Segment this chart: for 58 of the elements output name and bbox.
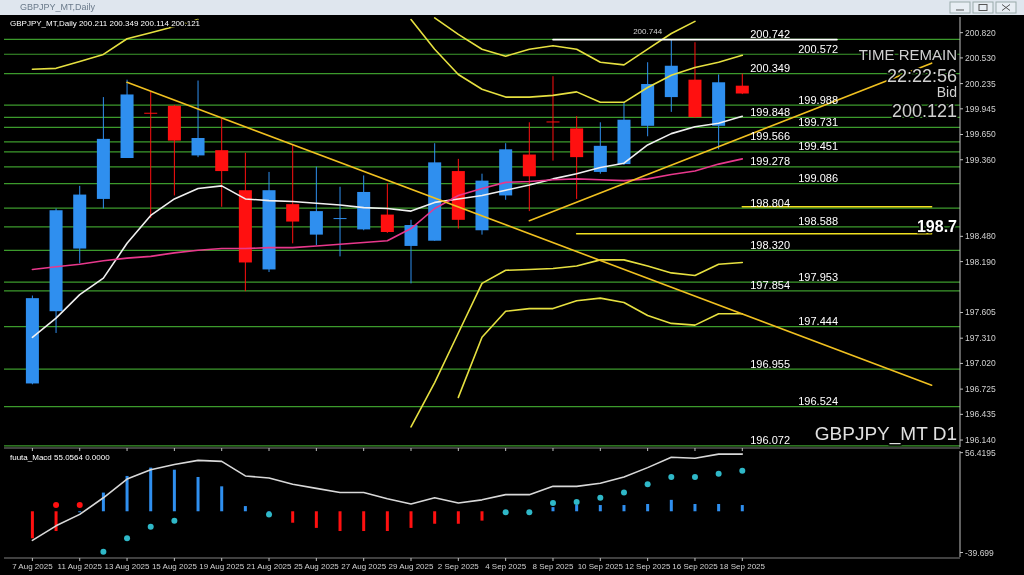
- x-tick-label: 16 Sep 2025: [672, 562, 719, 571]
- annotation: Bid: [936, 84, 957, 100]
- x-tick-label: 18 Sep 2025: [719, 562, 766, 571]
- annotation: 198.7: [916, 218, 958, 235]
- y-tick-label: 196.725: [965, 384, 996, 395]
- x-tick-label: 25 Aug 2025: [293, 562, 340, 571]
- x-tick-label: 29 Aug 2025: [388, 562, 435, 571]
- y-tick-label: 199.360: [965, 154, 996, 165]
- ref-line-label: 199.731: [798, 115, 838, 128]
- y-tick-label: 198.480: [965, 231, 996, 242]
- x-tick-label: 12 Sep 2025: [624, 562, 671, 571]
- chart-title: fuuta_Macd 55.0564 0.0000: [10, 453, 111, 462]
- x-tick-label: 13 Aug 2025: [104, 562, 151, 571]
- ref-line-label: 199.848: [750, 105, 790, 118]
- ref-line-label: 199.086: [798, 172, 838, 185]
- ref-line-label: 198.320: [750, 238, 790, 251]
- ref-line-label: 196.072: [750, 434, 790, 447]
- annotation: 200.121: [891, 101, 957, 121]
- y-tick-label: 197.310: [965, 333, 996, 344]
- ref-line-label: 198.588: [798, 215, 838, 228]
- text: GBPJPY_MT,Daily: [20, 2, 96, 12]
- y-tick-label: 196.140: [965, 435, 996, 446]
- ref-line-label: 196.524: [798, 395, 838, 408]
- annotation: 200.744: [633, 27, 663, 37]
- ref-line-label: 197.854: [750, 279, 790, 292]
- x-tick-label: 19 Aug 2025: [199, 562, 245, 571]
- x-tick-label: 2 Sep 2025: [437, 562, 480, 571]
- ref-line-label: 200.742: [750, 27, 790, 40]
- x-tick-label: 4 Sep 2025: [485, 562, 527, 571]
- ref-line-label: 199.451: [798, 140, 838, 153]
- y-tick-label: 199.650: [965, 129, 996, 140]
- annotation: GBPJPY_MT D1: [814, 423, 957, 445]
- y-tick-label: 196.435: [965, 409, 996, 420]
- ref-line-label: 199.566: [750, 130, 790, 143]
- ref-line-label: 200.349: [750, 62, 790, 75]
- y-tick-label: 199.945: [965, 103, 996, 114]
- y-tick-label: 200.235: [965, 78, 996, 89]
- x-tick-label: 8 Sep 2025: [532, 562, 574, 571]
- x-tick-label: 21 Aug 2025: [246, 562, 293, 571]
- x-tick-label: 27 Aug 2025: [341, 562, 387, 571]
- y-tick-label: 56.4195: [965, 447, 996, 458]
- x-tick-label: 15 Aug 2025: [151, 562, 198, 571]
- ref-line-label: 197.953: [798, 270, 838, 283]
- x-tick-label: 7 Aug 2025: [12, 562, 54, 571]
- y-tick-label: 197.605: [965, 307, 996, 318]
- y-tick-label: 200.820: [965, 27, 996, 38]
- y-tick-label: 198.190: [965, 256, 996, 267]
- y-tick-label: 200.530: [965, 52, 996, 63]
- ref-line-label: 196.955: [750, 357, 790, 370]
- x-tick-label: 10 Sep 2025: [577, 562, 624, 571]
- ref-line-label: 200.572: [798, 42, 838, 55]
- ref-line-label: 198.804: [750, 196, 790, 209]
- x-tick-label: 11 Aug 2025: [57, 562, 103, 571]
- ref-line-label: 199.988: [798, 93, 838, 106]
- ref-line-label: 199.278: [750, 155, 790, 168]
- ref-line-label: 197.444: [798, 315, 838, 328]
- y-tick-label: 197.020: [965, 358, 996, 369]
- y-tick-label: -39.699: [965, 547, 995, 558]
